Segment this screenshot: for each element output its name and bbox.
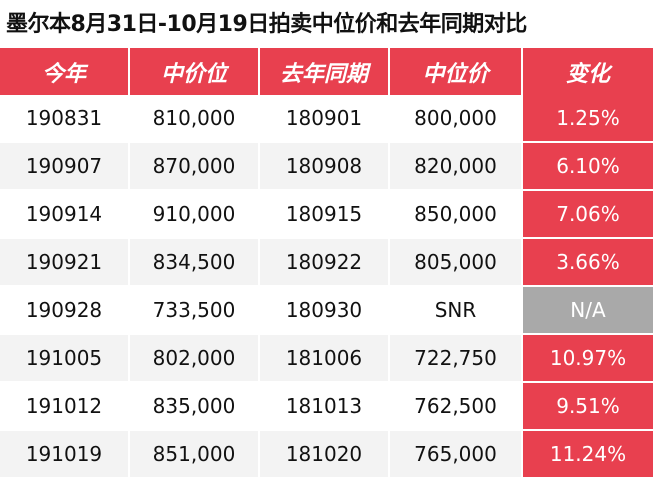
cell-this-year-date: 190907 <box>0 143 130 191</box>
cell-last-year-date: 181013 <box>260 383 390 431</box>
cell-this-year-date: 191019 <box>0 431 130 479</box>
cell-last-year-median: 765,000 <box>390 431 523 479</box>
cell-this-year-date: 191012 <box>0 383 130 431</box>
table-row: 191019 851,000 181020 765,000 11.24% <box>0 431 653 479</box>
cell-last-year-date: 180908 <box>260 143 390 191</box>
header-last-year-period: 去年同期 <box>260 48 390 95</box>
cell-change: 10.97% <box>523 335 653 383</box>
cell-change: 3.66% <box>523 239 653 287</box>
cell-last-year-median: 762,500 <box>390 383 523 431</box>
cell-this-year-median: 802,000 <box>130 335 260 383</box>
cell-this-year-median: 910,000 <box>130 191 260 239</box>
cell-this-year-date: 190921 <box>0 239 130 287</box>
header-median-price: 中价位 <box>130 48 260 95</box>
cell-this-year-date: 190928 <box>0 287 130 335</box>
cell-this-year-date: 190914 <box>0 191 130 239</box>
cell-last-year-median: 800,000 <box>390 95 523 143</box>
cell-change: 7.06% <box>523 191 653 239</box>
cell-this-year-date: 191005 <box>0 335 130 383</box>
cell-this-year-median: 851,000 <box>130 431 260 479</box>
cell-this-year-median: 835,000 <box>130 383 260 431</box>
table-row: 190928 733,500 180930 SNR N/A <box>0 287 653 335</box>
table-row: 190907 870,000 180908 820,000 6.10% <box>0 143 653 191</box>
header-last-year-median: 中位价 <box>390 48 523 95</box>
cell-change: 6.10% <box>523 143 653 191</box>
cell-change-na: N/A <box>523 287 653 335</box>
table-header-row: 今年 中价位 去年同期 中位价 变化 <box>0 48 653 95</box>
cell-last-year-median: 722,750 <box>390 335 523 383</box>
table-row: 191012 835,000 181013 762,500 9.51% <box>0 383 653 431</box>
cell-change: 11.24% <box>523 431 653 479</box>
cell-last-year-date: 181020 <box>260 431 390 479</box>
header-this-year: 今年 <box>0 48 130 95</box>
cell-last-year-median: 850,000 <box>390 191 523 239</box>
cell-last-year-median: 805,000 <box>390 239 523 287</box>
cell-this-year-median: 834,500 <box>130 239 260 287</box>
cell-last-year-date: 180930 <box>260 287 390 335</box>
cell-this-year-median: 810,000 <box>130 95 260 143</box>
cell-last-year-median: 820,000 <box>390 143 523 191</box>
cell-this-year-median: 733,500 <box>130 287 260 335</box>
cell-this-year-median: 870,000 <box>130 143 260 191</box>
table-row: 190914 910,000 180915 850,000 7.06% <box>0 191 653 239</box>
auction-comparison-table: 今年 中价位 去年同期 中位价 变化 190831 810,000 180901… <box>0 48 653 479</box>
cell-this-year-date: 190831 <box>0 95 130 143</box>
table-row: 190921 834,500 180922 805,000 3.66% <box>0 239 653 287</box>
cell-change: 9.51% <box>523 383 653 431</box>
page-title: 墨尔本8月31日-10月19日拍卖中位价和去年同期对比 <box>6 12 527 37</box>
header-change: 变化 <box>523 48 653 95</box>
table-row: 190831 810,000 180901 800,000 1.25% <box>0 95 653 143</box>
cell-last-year-date: 180901 <box>260 95 390 143</box>
cell-last-year-date: 181006 <box>260 335 390 383</box>
cell-last-year-median: SNR <box>390 287 523 335</box>
table-row: 191005 802,000 181006 722,750 10.97% <box>0 335 653 383</box>
cell-last-year-date: 180922 <box>260 239 390 287</box>
cell-change: 1.25% <box>523 95 653 143</box>
cell-last-year-date: 180915 <box>260 191 390 239</box>
